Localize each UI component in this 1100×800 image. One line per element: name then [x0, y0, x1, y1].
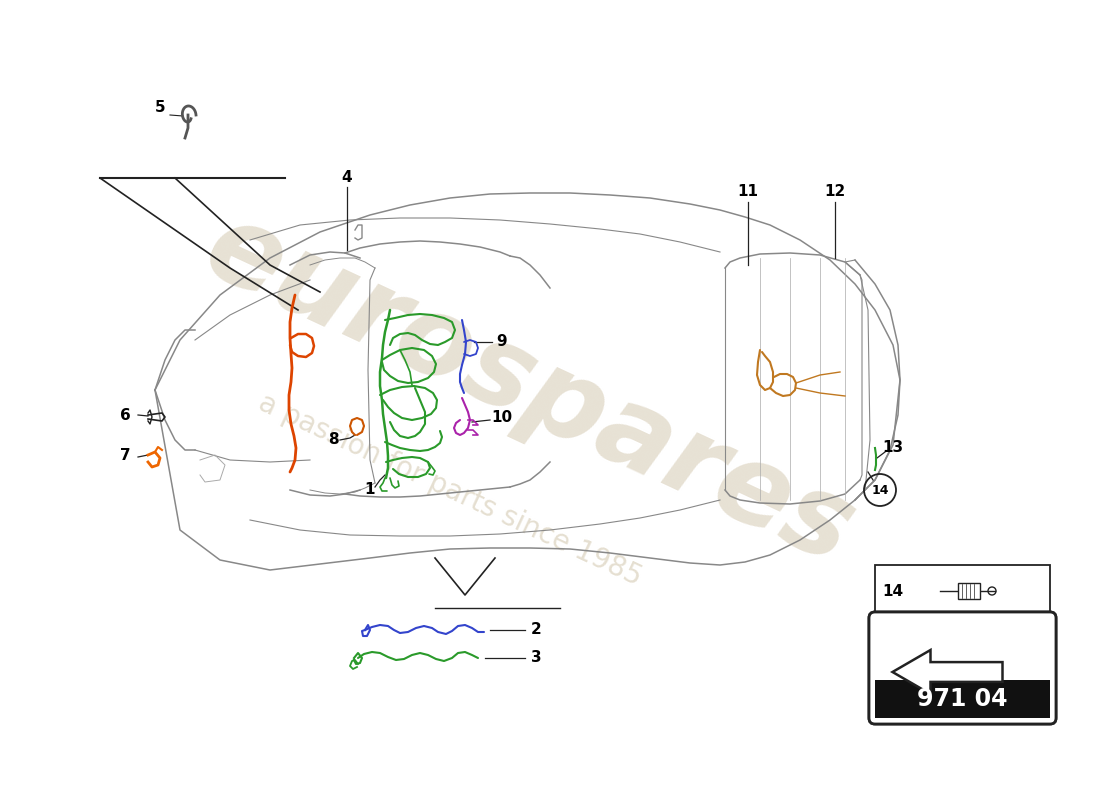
Text: 14: 14 [871, 483, 889, 497]
Bar [874, 565, 1050, 617]
Text: eurospares: eurospares [189, 193, 871, 587]
Text: 1: 1 [365, 482, 375, 498]
Text: 10: 10 [492, 410, 513, 426]
Text: 6: 6 [120, 407, 131, 422]
Text: 4: 4 [342, 170, 352, 186]
Text: 8: 8 [328, 433, 339, 447]
Text: 2: 2 [530, 622, 541, 638]
Bar [958, 583, 980, 599]
Text: 3: 3 [530, 650, 541, 666]
FancyBboxPatch shape [869, 612, 1056, 724]
FancyArrow shape [892, 650, 1002, 694]
FancyBboxPatch shape [869, 612, 1056, 724]
Bar [874, 680, 1050, 718]
Text: 7: 7 [120, 447, 130, 462]
Text: 5: 5 [155, 101, 165, 115]
Text: a passion for parts since 1985: a passion for parts since 1985 [254, 389, 646, 591]
Text: 9: 9 [497, 334, 507, 350]
Text: 12: 12 [824, 185, 846, 199]
Text: 11: 11 [737, 185, 759, 199]
Text: 14: 14 [882, 583, 903, 598]
Text: 971 04: 971 04 [917, 687, 1008, 711]
FancyBboxPatch shape [874, 680, 1050, 718]
Text: 13: 13 [882, 441, 903, 455]
